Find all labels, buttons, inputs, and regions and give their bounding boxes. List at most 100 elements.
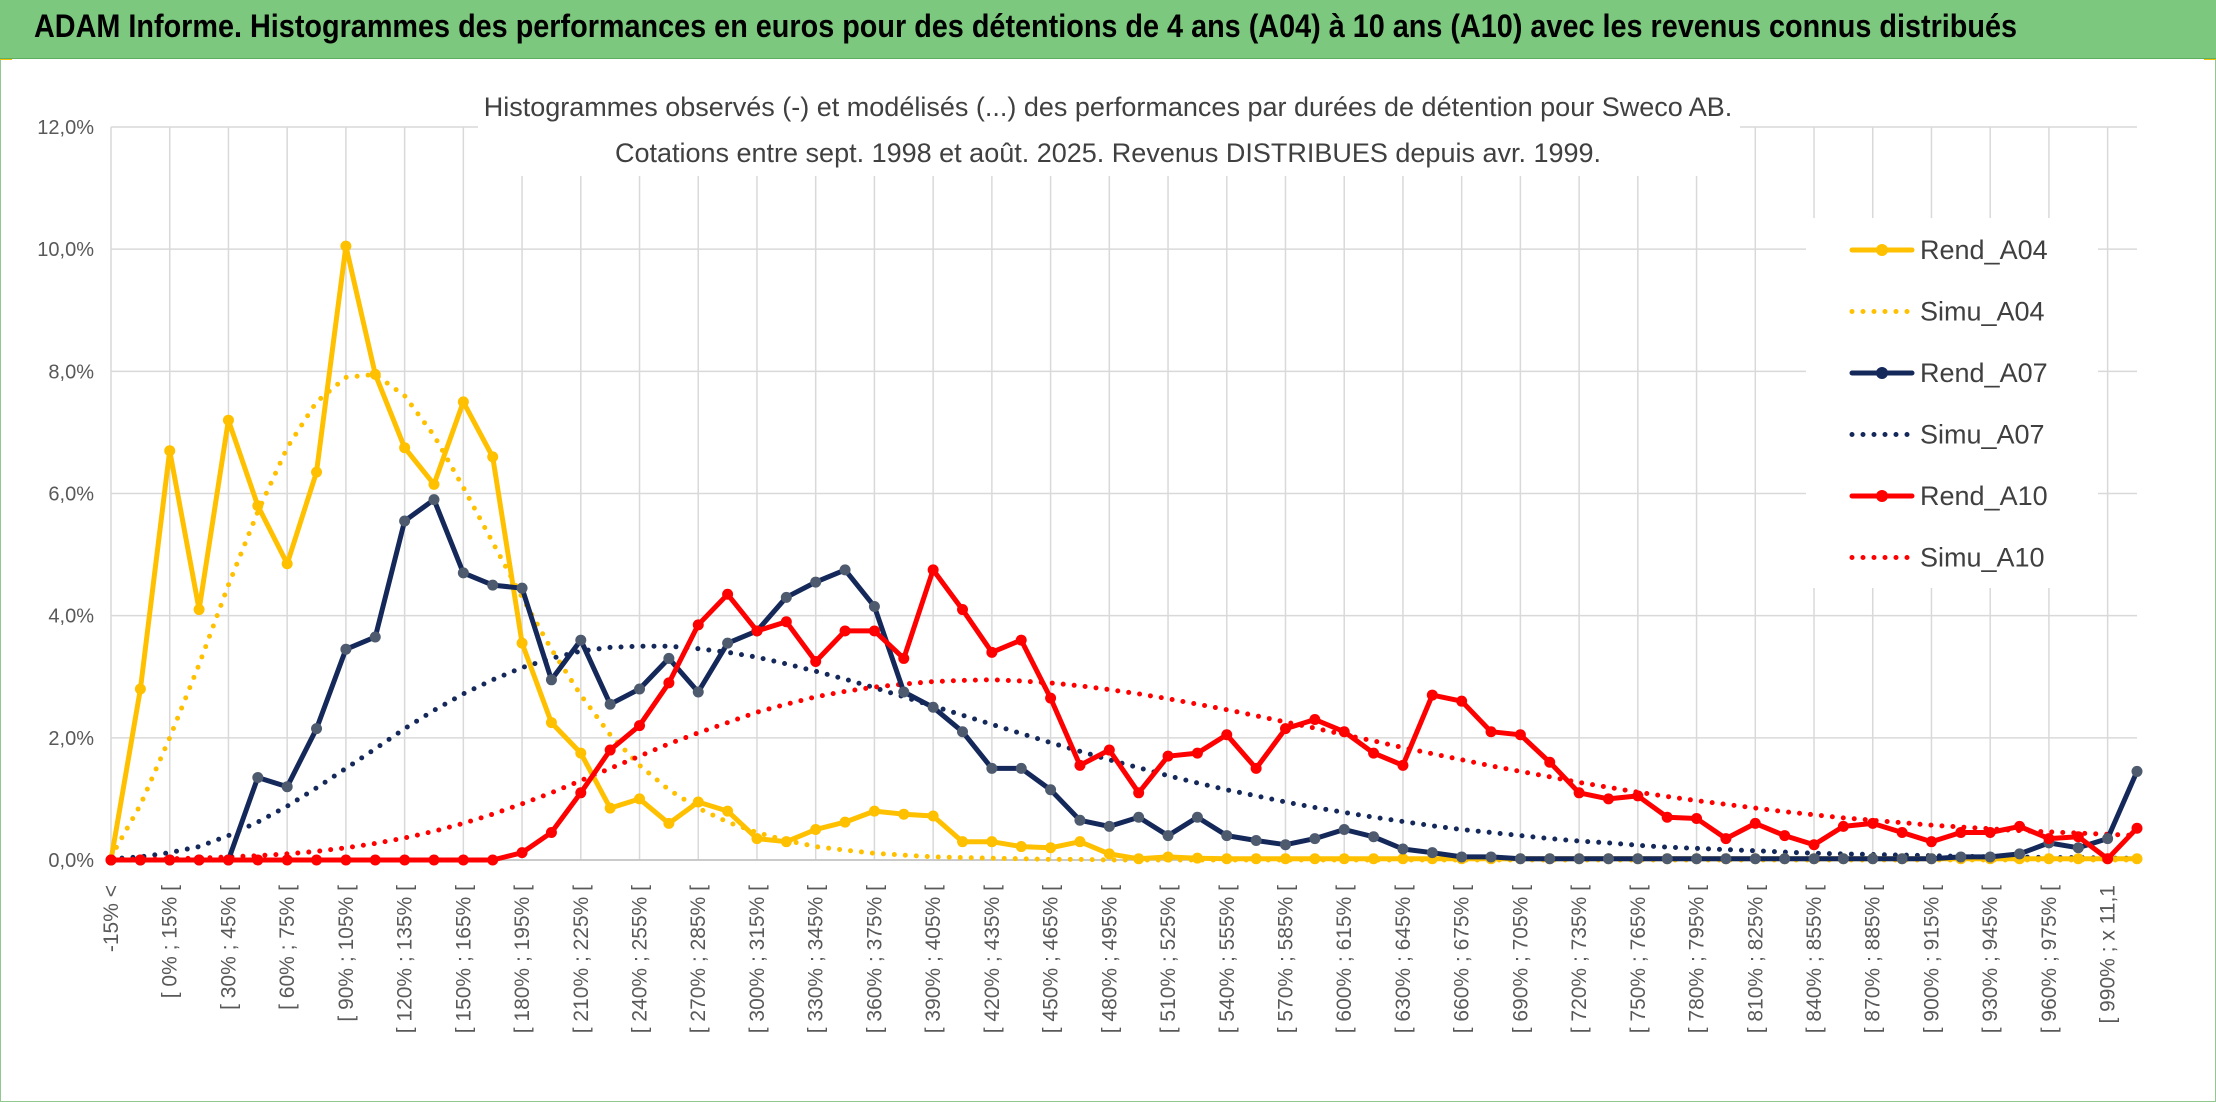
x-tick-label: [ 630% ; 645% [	[1392, 885, 1415, 1033]
data-point	[692, 796, 704, 808]
data-point	[780, 616, 792, 628]
data-point	[839, 564, 851, 576]
data-point	[986, 836, 998, 848]
x-tick-label: [ 180% ; 195% [	[511, 885, 534, 1033]
x-tick-label: [ 540% ; 555% [	[1216, 885, 1239, 1033]
data-point	[1397, 759, 1409, 771]
data-point	[1749, 817, 1761, 829]
legend-label: Simu_A10	[1920, 543, 2045, 573]
data-point	[868, 601, 880, 613]
legend-marker	[1876, 367, 1888, 379]
data-point	[1749, 853, 1761, 865]
data-point	[1544, 756, 1556, 768]
x-tick-label: [ 990% ; x 11,1	[2097, 885, 2120, 1024]
data-point	[369, 631, 381, 643]
legend-label: Simu_A07	[1920, 420, 2045, 450]
data-point	[1544, 853, 1556, 865]
data-point	[1309, 833, 1321, 845]
series-line-rend-a10	[108, 567, 2140, 863]
data-point	[868, 625, 880, 637]
data-point	[810, 823, 822, 835]
data-point	[2131, 765, 2143, 777]
chart-series	[105, 240, 2143, 866]
data-point	[1191, 747, 1203, 759]
data-point	[311, 723, 323, 735]
data-point	[604, 802, 616, 814]
data-point	[193, 854, 205, 866]
data-point	[428, 854, 440, 866]
data-point	[1368, 853, 1380, 865]
data-point	[663, 652, 675, 664]
data-point	[1133, 787, 1145, 799]
legend-label: Rend_A10	[1920, 481, 2048, 511]
x-tick-label: [ 480% ; 495% [	[1098, 885, 1121, 1033]
x-tick-label: [ 870% ; 885% [	[1862, 885, 1885, 1033]
x-tick-label: [ 120% ; 135% [	[394, 885, 417, 1033]
data-point	[1955, 851, 1967, 863]
data-point	[1925, 853, 1937, 865]
data-point	[1162, 830, 1174, 842]
x-tick-label: [ 360% ; 375% [	[863, 885, 886, 1033]
data-point	[1045, 842, 1057, 854]
x-tick-label: [ 270% ; 285% [	[687, 885, 710, 1033]
data-point	[457, 396, 469, 408]
series-line-rend-a07	[108, 497, 2140, 863]
x-tick-label: [ 750% ; 765% [	[1627, 885, 1650, 1033]
data-point	[399, 515, 411, 527]
data-point	[1808, 839, 1820, 851]
legend-background	[1806, 218, 2098, 588]
data-point	[252, 500, 264, 512]
data-point	[428, 478, 440, 490]
data-point	[1162, 750, 1174, 762]
data-point	[751, 833, 763, 845]
report-header: ADAM Informe. Histogrammes des performan…	[0, 0, 2216, 59]
data-point	[1632, 790, 1644, 802]
data-point	[1456, 851, 1468, 863]
data-point	[868, 805, 880, 817]
data-point	[1309, 714, 1321, 726]
x-tick-label: [ 960% ; 975% [	[2038, 885, 2061, 1033]
data-point	[575, 747, 587, 759]
y-tick-label: 0,0%	[48, 850, 94, 872]
data-point	[1632, 853, 1644, 865]
data-point	[1103, 820, 1115, 832]
data-point	[1338, 853, 1350, 865]
data-point	[487, 854, 499, 866]
data-point	[1485, 726, 1497, 738]
data-point	[311, 466, 323, 478]
series-line-simu-a04	[108, 371, 2140, 863]
data-point	[311, 854, 323, 866]
data-point	[2102, 853, 2114, 865]
data-point	[281, 854, 293, 866]
data-point	[1925, 836, 1937, 848]
data-point	[957, 604, 969, 616]
data-point	[1279, 723, 1291, 735]
x-tick-label: [ 780% ; 795% [	[1686, 885, 1709, 1033]
x-tick-label: [ 60% ; 75% [	[276, 885, 299, 1010]
x-tick-label: [ 90% ; 105% [	[335, 885, 358, 1022]
data-point	[1984, 851, 1996, 863]
y-tick-label: 4,0%	[48, 606, 94, 628]
data-point	[1279, 853, 1291, 865]
data-point	[810, 655, 822, 667]
series-line-simu-a10	[108, 677, 2140, 862]
data-point	[810, 576, 822, 588]
data-point	[1015, 762, 1027, 774]
data-point	[722, 805, 734, 817]
data-point	[1661, 811, 1673, 823]
data-point	[1250, 762, 1262, 774]
data-point	[1837, 820, 1849, 832]
x-tick-label: [ 510% ; 525% [	[1157, 885, 1180, 1033]
data-point	[1368, 747, 1380, 759]
data-point	[898, 808, 910, 820]
data-point	[1779, 830, 1791, 842]
data-point	[1514, 729, 1526, 741]
x-tick-label: [ 390% ; 405% [	[922, 885, 945, 1033]
data-point	[252, 772, 264, 784]
data-point	[1191, 811, 1203, 823]
data-point	[1221, 830, 1233, 842]
data-point	[487, 451, 499, 463]
data-point	[134, 854, 146, 866]
data-point	[1573, 787, 1585, 799]
data-point	[1456, 695, 1468, 707]
